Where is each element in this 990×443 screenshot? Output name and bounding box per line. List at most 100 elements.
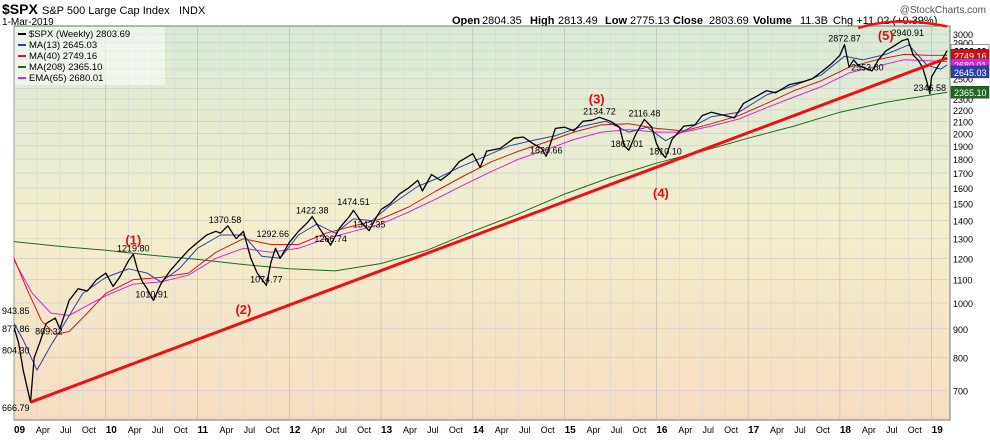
x-tick-label: Apr — [770, 425, 784, 435]
y-tick-label: 2300 — [953, 95, 973, 105]
y-tick-label: 800 — [953, 354, 968, 364]
open-label: Open — [452, 15, 480, 27]
price-label: 943.85 — [2, 306, 30, 316]
price-label: 1474.51 — [337, 197, 370, 207]
low-label: Low — [605, 15, 627, 27]
price-label: 2872.87 — [828, 34, 861, 44]
price-label: 1219.80 — [117, 243, 150, 253]
legend-label: MA(13) 2645.03 — [29, 40, 97, 51]
x-tick-label: Jul — [152, 425, 164, 435]
x-tick-label: Oct — [541, 425, 556, 435]
y-tick-label: 900 — [953, 325, 968, 335]
y-tick-label: 1000 — [953, 299, 973, 309]
series-layer — [14, 38, 948, 403]
y-tick-label: 3000 — [953, 30, 973, 40]
x-tick-label: Apr — [128, 425, 142, 435]
x-tick-label: Oct — [357, 425, 372, 435]
x-tick-label: Oct — [816, 425, 831, 435]
high-label: High — [530, 15, 555, 27]
x-tick-label: Jul — [60, 425, 72, 435]
price-label: 2116.48 — [628, 108, 660, 118]
symbol-text: $SPX — [2, 1, 38, 17]
high-value: 2813.49 — [558, 15, 598, 27]
legend-label: MA(208) 2365.10 — [29, 62, 102, 73]
x-tick-label: 09 — [14, 425, 26, 436]
x-tick-label: Oct — [174, 425, 189, 435]
close-value: 2803.69 — [709, 15, 749, 27]
y-axis: 700 800 900 1000 1100 1200 1300 1400 1500 1600 170… — [953, 30, 973, 396]
price-label: 869.32 — [35, 326, 63, 336]
x-tick-label: Apr — [678, 425, 692, 435]
y-tick-label: 2900 — [953, 38, 973, 48]
open-value: 2804.35 — [482, 15, 522, 27]
x-tick-label: 13 — [381, 425, 393, 436]
exchange-text: INDX — [179, 5, 206, 17]
x-tick-label: Jul — [244, 425, 256, 435]
x-tick-label: Oct — [82, 425, 97, 435]
date-text: 1-Mar-2019 — [2, 17, 54, 28]
price-label: 666.79 — [2, 403, 30, 413]
series-line-ma-208 — [14, 91, 948, 272]
change-value: Chg +11.02 (+0.39%) — [833, 15, 937, 27]
x-tick-label: Apr — [311, 425, 325, 435]
price-tag-box — [950, 85, 990, 99]
price-label: 1810.10 — [649, 147, 682, 157]
y-tick-label: 1100 — [953, 276, 972, 286]
watermark-text: @StockCharts.com — [900, 5, 986, 16]
wave-label: (1) — [125, 232, 141, 247]
x-tick-label: Apr — [587, 425, 601, 435]
wave-label: (2) — [235, 302, 251, 317]
x-tick-label: 18 — [840, 425, 852, 436]
price-label: 1343.35 — [353, 220, 386, 230]
x-tick-label: Oct — [265, 425, 280, 435]
price-label: 1422.38 — [296, 206, 329, 216]
x-tick-label: Jul — [702, 425, 714, 435]
legend-box — [15, 27, 165, 85]
x-tick-label: Oct — [908, 425, 923, 435]
x-tick-label: Jul — [427, 425, 439, 435]
x-tick-label: 17 — [748, 425, 760, 436]
y-tick-label: 2200 — [953, 106, 973, 116]
x-tick-label: Jul — [519, 425, 531, 435]
x-tick-label: Apr — [495, 425, 509, 435]
y-tick-label: 2000 — [953, 129, 973, 139]
price-label: 1010.91 — [135, 289, 168, 299]
y-tick-label: 1800 — [953, 155, 973, 165]
price-label: 877.86 — [2, 324, 30, 334]
y-tick-label: 1900 — [953, 142, 973, 152]
price-label: 2134.72 — [583, 106, 616, 116]
x-tick-label: 19 — [932, 425, 944, 436]
y-tick-label: 1500 — [953, 200, 973, 210]
price-tag-text: 2645.03 — [954, 68, 987, 78]
y-tick-label: 1700 — [953, 169, 973, 179]
support-trendline — [29, 56, 948, 404]
price-label: 1820.66 — [530, 145, 563, 155]
legend-label: MA(40) 2749.16 — [29, 51, 97, 62]
price-tag-text: 2365.10 — [954, 88, 987, 98]
x-tick-label: Apr — [36, 425, 50, 435]
x-tick-label: Jul — [611, 425, 623, 435]
x-tick-label: 10 — [106, 425, 118, 436]
wave-label: (4) — [653, 185, 669, 200]
trend-layer — [29, 20, 948, 404]
price-tag-text: 2749.16 — [954, 51, 987, 61]
y-tick-label: 1600 — [953, 184, 973, 194]
price-label: 1292.66 — [257, 229, 290, 239]
x-tick-label: Oct — [449, 425, 464, 435]
wave-label: (5) — [878, 28, 894, 43]
x-tick-label: Apr — [403, 425, 417, 435]
price-label: 1370.58 — [209, 215, 242, 225]
y-tick-label: 1200 — [953, 254, 973, 264]
x-tick-label: 15 — [565, 425, 577, 436]
low-value: 2775.13 — [630, 15, 670, 27]
volume-value: 11.3B — [800, 15, 828, 27]
x-tick-label: Jul — [335, 425, 347, 435]
volume-label: Volume — [753, 15, 792, 27]
labels-layer: 943.85 877.86 804.30 666.79 869.32 1219.80 101… — [2, 28, 946, 413]
price-label: 2940.91 — [892, 28, 925, 38]
price-label: 1867.01 — [611, 139, 644, 149]
x-tick-label: 16 — [656, 425, 668, 436]
